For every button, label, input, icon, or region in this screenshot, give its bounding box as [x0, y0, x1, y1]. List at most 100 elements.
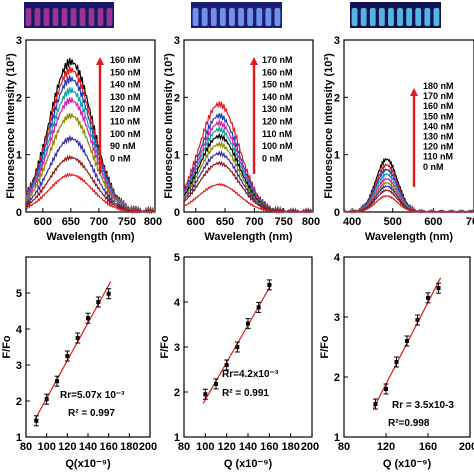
x-tick-label: 100	[37, 441, 55, 453]
y-tick-label: 2	[174, 92, 180, 104]
data-point	[235, 345, 240, 349]
spectrum-line	[343, 157, 474, 214]
y-tick-label: 0	[174, 207, 180, 219]
vial	[70, 8, 77, 26]
data-point	[106, 291, 111, 296]
fit-annotation: Rr=5.07x 10⁻³	[60, 390, 125, 401]
data-point	[96, 300, 101, 304]
y-tick-label: 1	[334, 150, 340, 162]
x-tick-label: 800	[302, 216, 320, 228]
x-axis-label: Q (x10⁻⁹)	[224, 458, 273, 470]
y-axis-label: F/Fo	[319, 335, 331, 358]
x-tick-label: 80	[178, 441, 190, 453]
fit-annotation: R² = 0.991	[222, 388, 269, 399]
vial	[52, 8, 59, 26]
arrow-head	[410, 88, 418, 96]
x-axis-label: Wavelength (nm)	[204, 231, 293, 243]
legend-entry: 150 nM	[423, 111, 454, 121]
vial	[388, 8, 394, 26]
x-axis-label: Wavelength (nm)	[365, 231, 454, 243]
x-tick-label: 200	[301, 441, 319, 453]
x-tick-label: 80	[20, 441, 32, 453]
y-tick-label: 0	[334, 207, 340, 219]
legend-entry: 90 nM	[110, 141, 136, 151]
vial	[378, 8, 385, 26]
vial	[34, 8, 41, 26]
vial	[43, 8, 50, 26]
y-tick-label: 2	[16, 396, 22, 408]
x-axis-label: Wavelength (nm)	[46, 231, 135, 243]
vial	[397, 8, 403, 26]
spectrum-line	[183, 182, 314, 213]
legend-entry: 130 nM	[110, 92, 141, 102]
y-tick-label: 3	[334, 312, 340, 324]
x-tick-label: 700	[245, 216, 263, 228]
vial	[97, 8, 104, 26]
data-point	[246, 321, 250, 326]
y-tick-label: 4	[16, 324, 23, 336]
x-tick-label: 800	[144, 216, 162, 228]
calibration-panel-3: 1 2 3 4 80 120 160 200 Q (x10⁻⁹) F/Fo Rr = 3.5x10-…	[319, 252, 474, 470]
x-tick-label: 200	[139, 441, 157, 453]
data-point	[373, 402, 378, 406]
arrow-head	[96, 57, 104, 65]
spectrum-panel-1: 0 1 2 3 600 650 700 750 800 Wavelength (nm) Fluore…	[5, 35, 162, 243]
vial	[274, 8, 281, 26]
legend-entry: 110 nM	[110, 117, 140, 127]
vial	[369, 8, 376, 26]
calibration-panel-2: 1 2 3 4 5 80 100 120 140 160 180 200 Q (x10⁻⁹) F/Fo Rr…	[159, 252, 319, 470]
spectrum-panel-3: 0 1 2 3 400 500 600 70 Wavelength (nm) Fluorescen…	[323, 35, 474, 243]
legend-entry: 150 nM	[110, 67, 141, 77]
legend-entry: 0 nM	[423, 162, 444, 172]
y-axis-label: F/Fo	[1, 335, 13, 358]
y-axis-label: Fluorescence Intensity (10³)	[163, 53, 175, 199]
x-tick-label: 650	[216, 216, 234, 228]
legend-entry: 170 nM	[262, 55, 293, 65]
legend-entry: 110 nM	[262, 129, 292, 139]
x-tick-label: 600	[424, 216, 442, 228]
data-point	[267, 282, 272, 287]
vial	[106, 8, 113, 26]
data-point	[224, 363, 229, 367]
x-tick-label: 160	[260, 441, 278, 453]
data-point	[34, 418, 39, 423]
legend-entry: 0 nM	[110, 153, 131, 163]
legend-entry: 120 nM	[110, 104, 141, 114]
y-tick-label: 2	[334, 92, 340, 104]
y-tick-label: 2	[334, 372, 340, 384]
x-tick-label: 600	[34, 216, 52, 228]
legend-entry: 130 nM	[423, 132, 454, 142]
legend-entry: 140 nM	[110, 80, 141, 90]
arrow-head	[250, 57, 258, 65]
legend-entry: 180 nM	[423, 81, 454, 91]
data-point	[55, 379, 59, 384]
y-tick-label: 3	[16, 35, 22, 47]
data-point	[65, 354, 70, 358]
y-tick-label: 1	[16, 150, 22, 162]
y-tick-label: 3	[334, 35, 340, 47]
x-tick-label: 180	[120, 441, 138, 453]
y-tick-label: 5	[174, 252, 180, 264]
data-point	[436, 286, 441, 291]
y-tick-label: 4	[334, 252, 341, 264]
vial	[210, 8, 217, 26]
vial	[415, 8, 422, 26]
vial	[351, 8, 358, 26]
vial	[424, 8, 431, 26]
y-tick-label: 2	[16, 92, 22, 104]
y-tick-label: 0	[16, 207, 22, 219]
legend-entry: 100 nM	[262, 141, 293, 151]
plot-frame	[343, 256, 471, 438]
data-point	[75, 336, 80, 340]
y-axis-label: Fluorescence Intensity (10³)	[323, 53, 335, 199]
x-tick-label: 100	[196, 441, 214, 453]
vial	[192, 8, 199, 26]
fit-annotation: Rr = 3.5x10-3	[392, 400, 454, 411]
x-tick-label: 140	[239, 441, 257, 453]
y-tick-label: 3	[174, 35, 180, 47]
y-tick-label: 1	[16, 432, 22, 444]
legend-entry: 0 nM	[262, 153, 283, 163]
legend-entry: 140 nM	[262, 92, 293, 102]
vial	[360, 8, 367, 26]
